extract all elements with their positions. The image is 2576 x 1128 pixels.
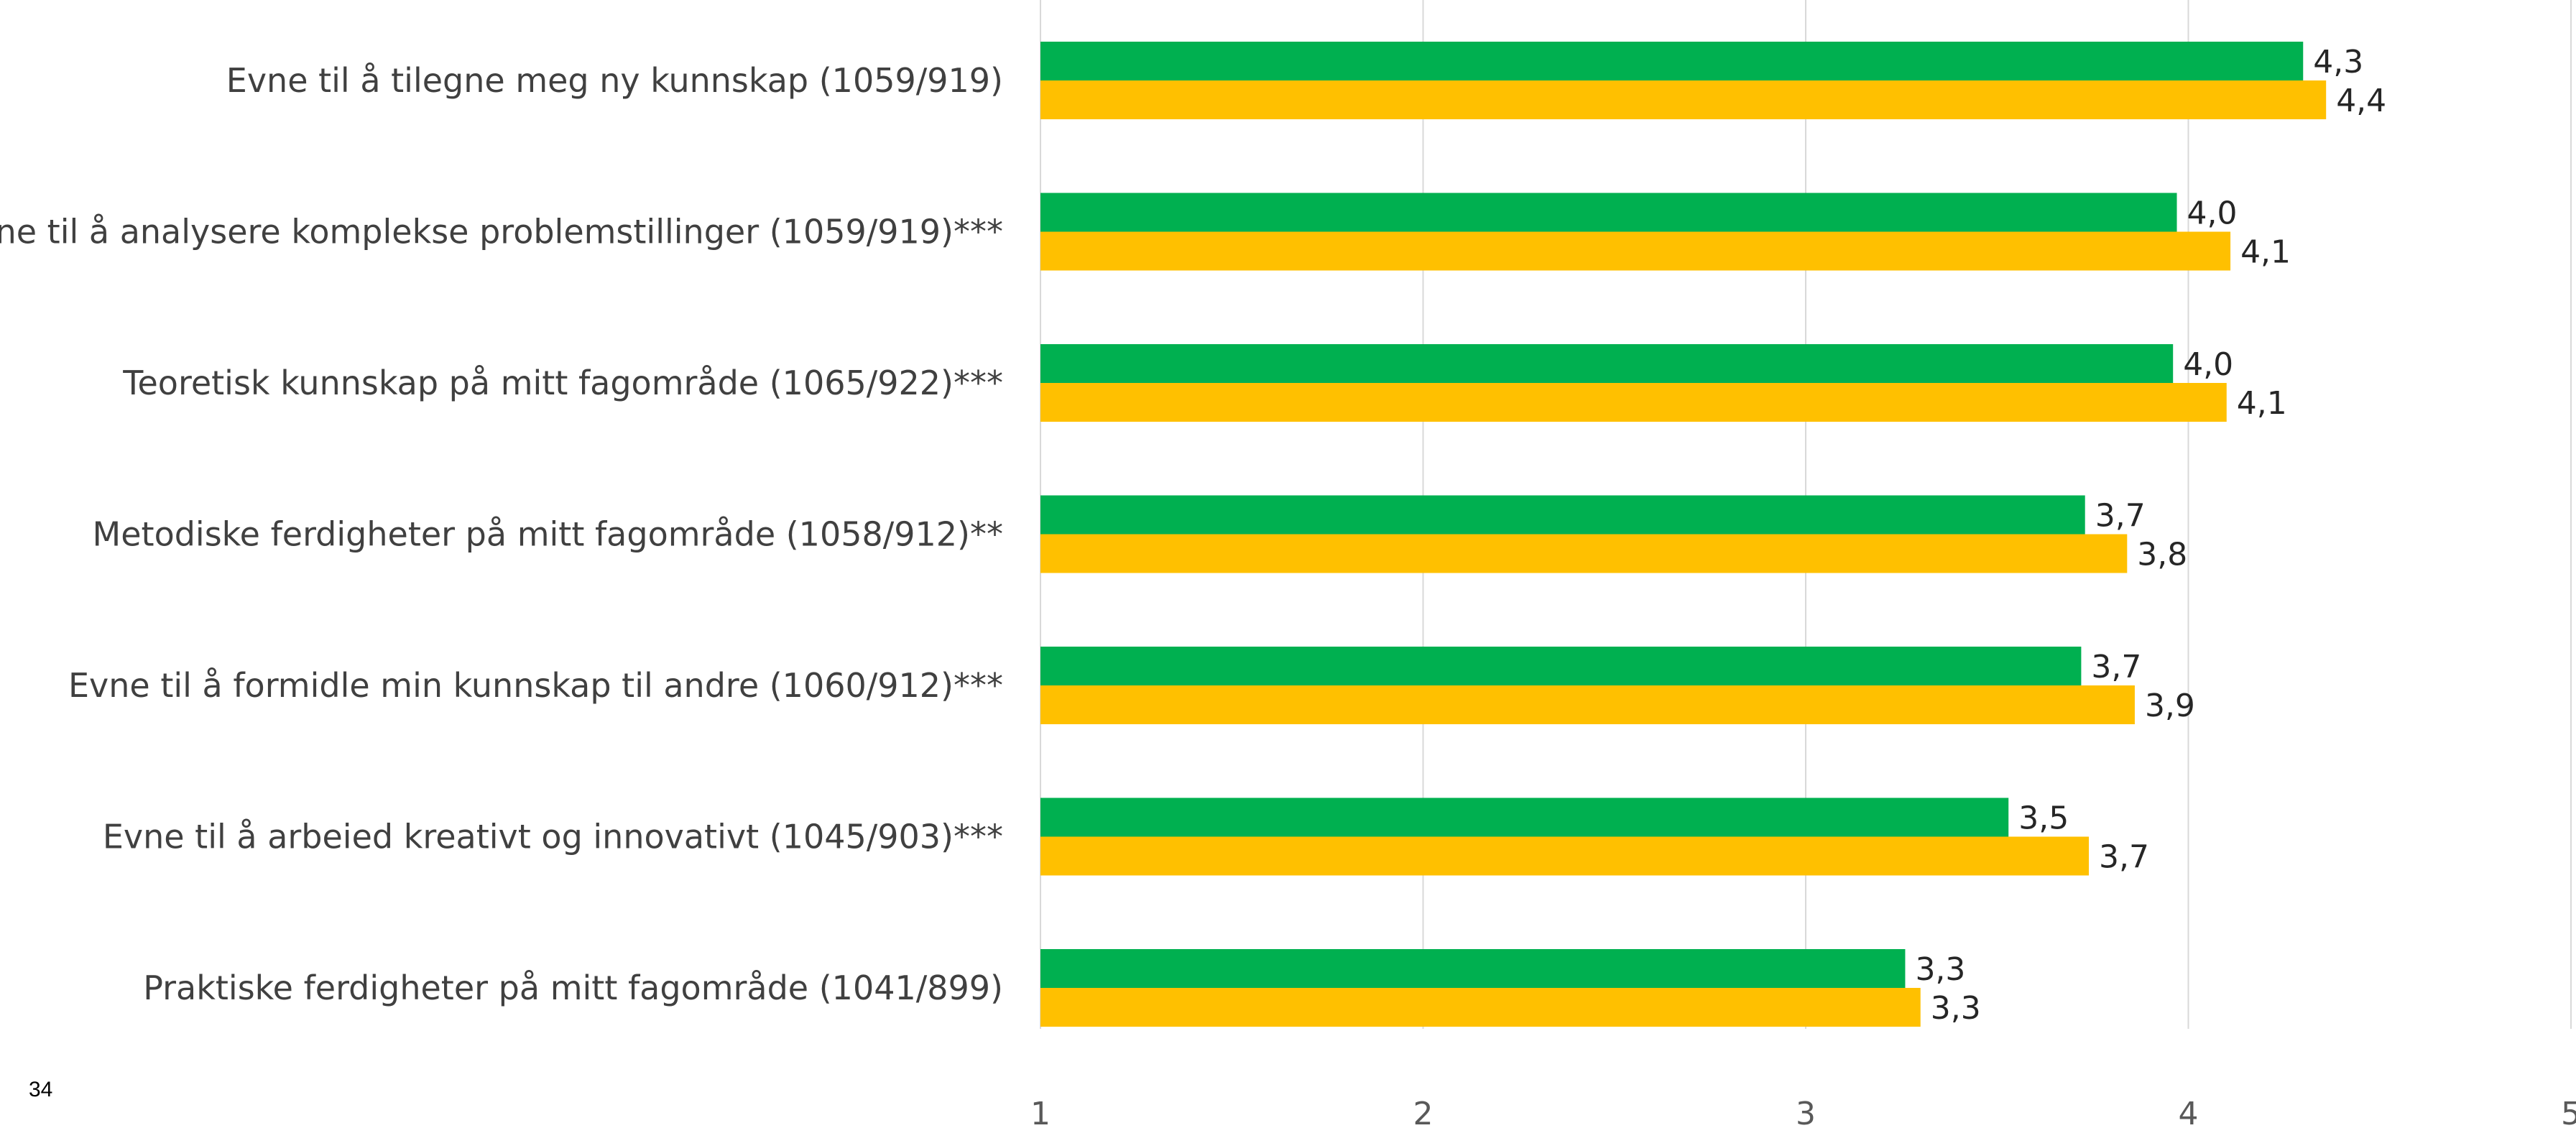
category-label: Evne til å tilegne meg ny kunnskap (1059… (226, 61, 1003, 100)
x-tick-label: 3 (1796, 1096, 1816, 1128)
bar-series-1 (1040, 798, 2009, 837)
category-label: Evne til å arbeied kreativt og innovativ… (103, 818, 1003, 856)
x-tick-label: 2 (1413, 1096, 1434, 1128)
category-label: Evne til å analysere komplekse problemst… (0, 213, 1003, 251)
data-label: 3,3 (1931, 990, 1981, 1027)
bar-series-1 (1040, 495, 2085, 535)
data-label: 3,5 (2018, 800, 2069, 837)
x-tick-label: 1 (1030, 1096, 1051, 1128)
x-tick-label: 5 (2561, 1096, 2576, 1128)
bar-series-1 (1040, 193, 2177, 232)
data-label: 3,3 (1915, 951, 1965, 988)
data-label: 4,1 (2240, 234, 2291, 271)
bar-series-2 (1040, 685, 2135, 724)
data-label: 4,0 (2183, 346, 2233, 383)
data-label: 3,9 (2145, 688, 2195, 724)
bar-series-1 (1040, 647, 2082, 685)
data-label: 3,8 (2137, 537, 2187, 573)
bar-series-2 (1040, 383, 2227, 422)
x-tick-label: 4 (2179, 1096, 2199, 1128)
category-label: Praktiske ferdigheter på mitt fagområde … (143, 968, 1003, 1007)
bar-series-1 (1040, 949, 1906, 988)
data-label: 4,1 (2237, 385, 2287, 422)
bars (1040, 42, 2327, 1027)
bar-series-1 (1040, 42, 2304, 80)
data-label: 4,3 (2313, 44, 2363, 80)
data-label: 3,7 (2095, 498, 2146, 535)
data-label: 4,0 (2187, 195, 2238, 232)
bar-series-2 (1040, 231, 2231, 271)
category-label: Evne til å formidle min kunnskap til and… (68, 666, 1003, 705)
bar-series-1 (1040, 344, 2174, 383)
category-label: Teoretisk kunnskap på mitt fagområde (10… (122, 364, 1003, 402)
bar-series-2 (1040, 836, 2090, 876)
category-label: Metodiske ferdigheter på mitt fagområde … (93, 515, 1003, 554)
data-label: 3,7 (2099, 839, 2149, 876)
page-number: 34 (29, 1078, 53, 1101)
data-label: 4,4 (2336, 83, 2386, 119)
bar-series-2 (1040, 80, 2327, 119)
bar-series-2 (1040, 988, 1921, 1027)
data-label: 3,7 (2091, 649, 2141, 685)
bar-series-2 (1040, 534, 2128, 573)
